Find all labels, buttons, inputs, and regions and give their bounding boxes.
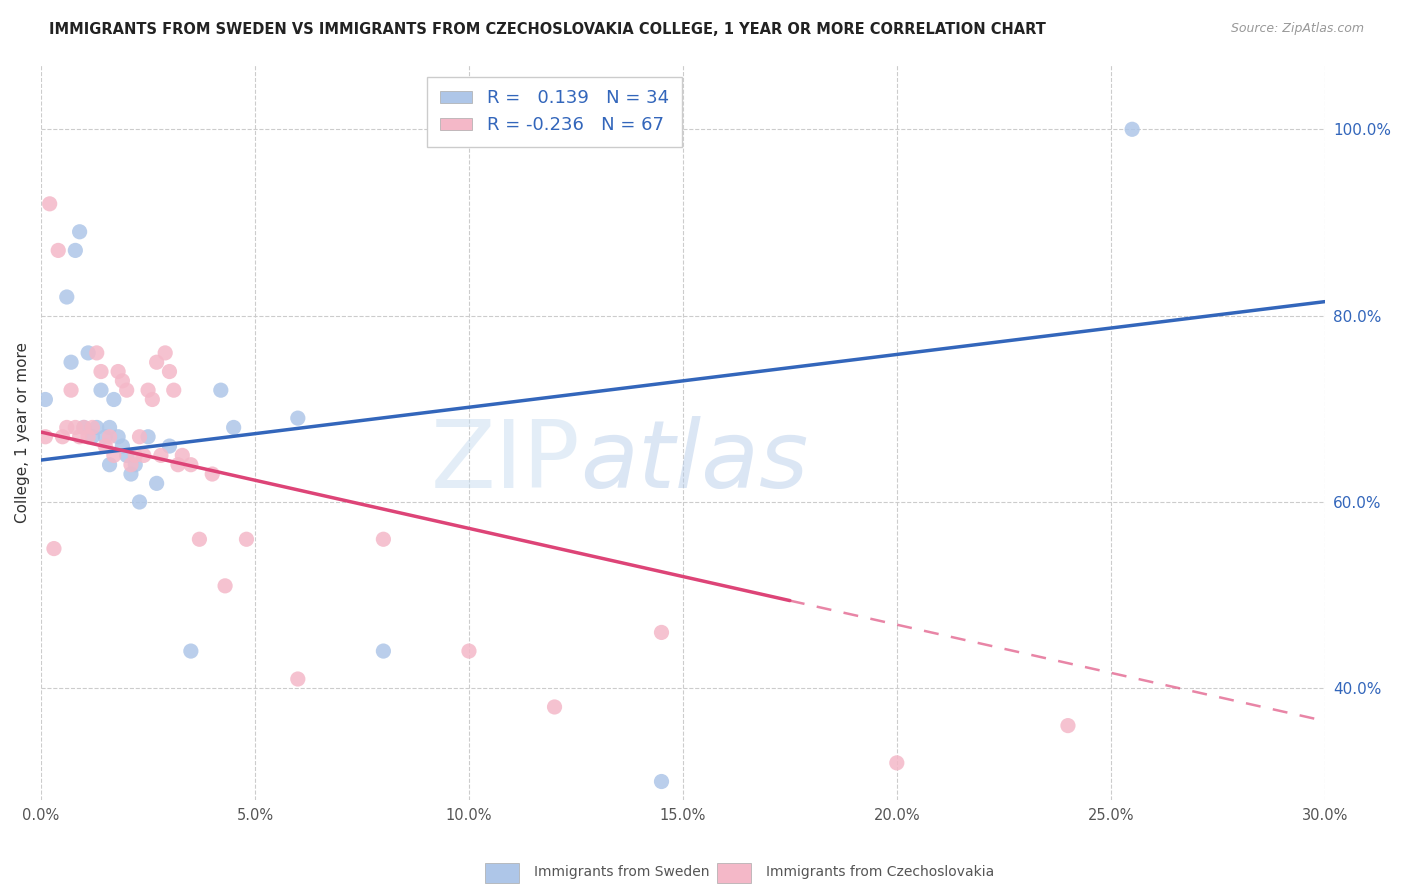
- Y-axis label: College, 1 year or more: College, 1 year or more: [15, 342, 30, 523]
- Point: [235, 533, 257, 547]
- Point: [46, 244, 69, 258]
- Text: Immigrants from Czechoslovakia: Immigrants from Czechoslovakia: [766, 865, 994, 880]
- Point: [98, 420, 121, 434]
- Point: [42, 541, 65, 556]
- Point: [73, 420, 96, 434]
- Point: [209, 383, 232, 397]
- Point: [73, 420, 96, 434]
- Point: [214, 579, 236, 593]
- Point: [159, 439, 181, 453]
- Point: [543, 700, 565, 714]
- Point: [124, 458, 146, 472]
- Point: [94, 430, 117, 444]
- Point: [115, 383, 138, 397]
- Point: [77, 346, 100, 360]
- Point: [650, 625, 672, 640]
- Point: [82, 420, 104, 434]
- Point: [107, 365, 129, 379]
- Point: [34, 392, 56, 407]
- Text: Source: ZipAtlas.com: Source: ZipAtlas.com: [1230, 22, 1364, 36]
- Point: [38, 197, 60, 211]
- Point: [373, 533, 395, 547]
- Point: [90, 365, 112, 379]
- Point: [34, 430, 56, 444]
- Point: [86, 420, 108, 434]
- Point: [136, 383, 159, 397]
- Point: [167, 458, 190, 472]
- Point: [201, 467, 224, 481]
- Point: [287, 672, 309, 686]
- Point: [82, 430, 104, 444]
- Point: [111, 439, 134, 453]
- Point: [145, 476, 167, 491]
- Point: [159, 365, 181, 379]
- Point: [55, 420, 77, 434]
- Point: [60, 383, 83, 397]
- Point: [1121, 122, 1143, 136]
- Point: [69, 430, 91, 444]
- Text: atlas: atlas: [581, 416, 808, 507]
- Point: [149, 449, 172, 463]
- Point: [55, 290, 77, 304]
- Point: [120, 467, 142, 481]
- Text: ZIP: ZIP: [430, 416, 581, 508]
- Point: [65, 420, 87, 434]
- Point: [60, 355, 83, 369]
- Point: [128, 430, 150, 444]
- Point: [98, 430, 121, 444]
- Point: [287, 411, 309, 425]
- Point: [103, 392, 125, 407]
- Point: [145, 355, 167, 369]
- Point: [103, 449, 125, 463]
- Point: [188, 533, 211, 547]
- Point: [153, 346, 176, 360]
- Point: [373, 644, 395, 658]
- Point: [124, 449, 146, 463]
- Point: [172, 449, 194, 463]
- Point: [69, 225, 91, 239]
- Point: [128, 495, 150, 509]
- Point: [51, 430, 73, 444]
- Point: [136, 430, 159, 444]
- Point: [222, 420, 245, 434]
- Point: [94, 439, 117, 453]
- Point: [120, 458, 142, 472]
- Point: [111, 374, 134, 388]
- Text: IMMIGRANTS FROM SWEDEN VS IMMIGRANTS FROM CZECHOSLOVAKIA COLLEGE, 1 YEAR OR MORE: IMMIGRANTS FROM SWEDEN VS IMMIGRANTS FRO…: [49, 22, 1046, 37]
- Point: [886, 756, 908, 770]
- Point: [650, 774, 672, 789]
- Point: [163, 383, 186, 397]
- Point: [115, 449, 138, 463]
- Point: [65, 244, 87, 258]
- Point: [132, 449, 155, 463]
- Text: Immigrants from Sweden: Immigrants from Sweden: [534, 865, 710, 880]
- Point: [90, 383, 112, 397]
- Point: [77, 430, 100, 444]
- Legend: R =   0.139   N = 34, R = -0.236   N = 67: R = 0.139 N = 34, R = -0.236 N = 67: [427, 77, 682, 147]
- Point: [180, 644, 202, 658]
- Point: [458, 644, 481, 658]
- Point: [141, 392, 163, 407]
- Point: [86, 346, 108, 360]
- Point: [107, 430, 129, 444]
- Point: [180, 458, 202, 472]
- Point: [1057, 718, 1080, 732]
- Point: [98, 458, 121, 472]
